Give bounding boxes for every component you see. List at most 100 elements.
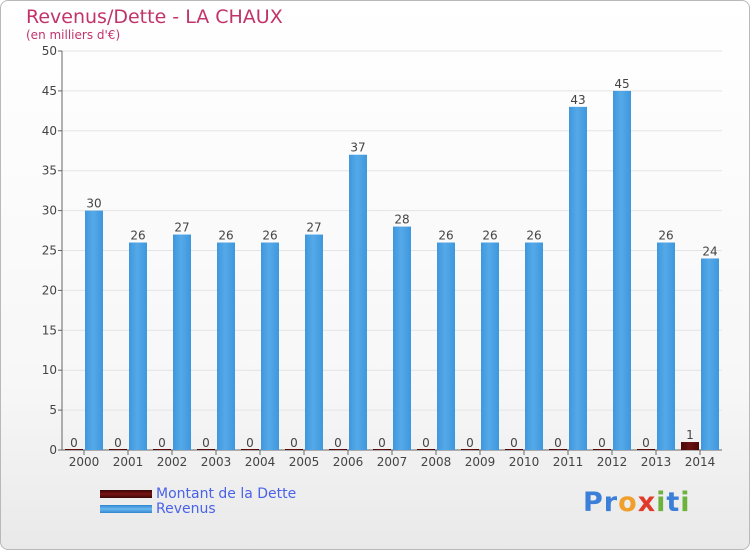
logo-letter: o bbox=[618, 487, 638, 518]
logo-letter: x bbox=[637, 487, 657, 518]
data-label-dette: 0 bbox=[246, 436, 254, 450]
data-label-dette: 1 bbox=[686, 428, 694, 442]
bar-revenus bbox=[217, 242, 235, 450]
x-tick-label: 2012 bbox=[597, 455, 628, 469]
y-tick-label: 40 bbox=[42, 124, 57, 138]
data-label-revenus: 43 bbox=[570, 93, 585, 107]
proxiti-logo: Proxiti bbox=[583, 487, 691, 518]
bars bbox=[65, 90, 719, 451]
x-tick-label: 2008 bbox=[421, 455, 452, 469]
x-tick-label: 2007 bbox=[377, 455, 408, 469]
bar-revenus bbox=[129, 242, 147, 450]
x-tick-label: 2011 bbox=[553, 455, 584, 469]
bar-revenus bbox=[261, 242, 279, 450]
legend-item-revenus: Revenus bbox=[100, 500, 296, 517]
logo-letter: i bbox=[680, 487, 691, 518]
y-tick-label: 45 bbox=[42, 84, 57, 98]
data-label-revenus: 37 bbox=[350, 141, 365, 155]
x-tick-label: 2005 bbox=[289, 455, 320, 469]
legend: Montant de la Dette Revenus bbox=[100, 485, 297, 517]
y-tick-label: 0 bbox=[49, 443, 57, 457]
bar-revenus bbox=[437, 242, 455, 450]
data-label-revenus: 26 bbox=[262, 229, 277, 243]
data-label-revenus: 27 bbox=[306, 221, 321, 235]
data-label-dette: 0 bbox=[642, 436, 650, 450]
data-label-dette: 0 bbox=[598, 436, 606, 450]
bar-dette bbox=[329, 449, 347, 450]
data-label-revenus: 26 bbox=[482, 229, 497, 243]
x-tick-label: 2009 bbox=[465, 455, 496, 469]
bar-revenus bbox=[173, 234, 191, 450]
bar-revenus bbox=[525, 242, 543, 450]
legend-swatch-revenus bbox=[100, 504, 152, 513]
x-tick-label: 2006 bbox=[333, 455, 364, 469]
logo-letter: P bbox=[583, 487, 604, 518]
x-tick-label: 2001 bbox=[113, 455, 144, 469]
x-tick-label: 2003 bbox=[201, 455, 232, 469]
bar-dette bbox=[65, 449, 83, 450]
bar-dette bbox=[549, 449, 567, 450]
legend-swatch-dette bbox=[100, 489, 152, 498]
data-label-dette: 0 bbox=[378, 436, 386, 450]
data-label-dette: 0 bbox=[422, 436, 430, 450]
bar-revenus bbox=[305, 234, 323, 450]
bar-revenus bbox=[85, 210, 103, 450]
y-tick-label: 15 bbox=[42, 323, 57, 337]
data-label-revenus: 30 bbox=[86, 197, 101, 211]
data-label-dette: 0 bbox=[466, 436, 474, 450]
data-label-revenus: 45 bbox=[614, 77, 629, 91]
bar-dette bbox=[593, 449, 611, 450]
bar-revenus bbox=[613, 90, 631, 451]
bar-revenus bbox=[349, 154, 367, 451]
bar-dette bbox=[417, 449, 435, 450]
bar-dette bbox=[461, 449, 479, 450]
labels: 0 30 0 26 0 27 0 26 0 26 0 27 0 37 0 28 0 26 0 26 0 26 0 43 0 45 0… bbox=[70, 77, 717, 450]
data-label-revenus: 24 bbox=[702, 244, 717, 258]
bar-dette bbox=[373, 449, 391, 450]
data-label-dette: 0 bbox=[70, 436, 78, 450]
y-tick-label: 50 bbox=[42, 44, 57, 58]
bar-dette bbox=[197, 449, 215, 450]
data-label-revenus: 26 bbox=[658, 229, 673, 243]
x-tick-label: 2000 bbox=[69, 455, 100, 469]
data-label-revenus: 26 bbox=[218, 229, 233, 243]
data-label-revenus: 27 bbox=[174, 221, 189, 235]
logo-letter: t bbox=[666, 487, 681, 518]
x-tick-label: 2004 bbox=[245, 455, 276, 469]
legend-label-dette: Montant de la Dette bbox=[156, 485, 297, 502]
bar-revenus bbox=[393, 226, 411, 450]
bar-dette bbox=[681, 442, 699, 450]
bar-dette bbox=[241, 449, 259, 450]
y-tick-label: 5 bbox=[49, 403, 57, 417]
bar-dette bbox=[285, 449, 303, 450]
data-label-dette: 0 bbox=[114, 436, 122, 450]
chart-subtitle: (en milliers d'€) bbox=[26, 28, 121, 42]
logo-letter: i bbox=[656, 487, 667, 518]
data-label-dette: 0 bbox=[290, 436, 298, 450]
y-tick-label: 20 bbox=[42, 283, 57, 297]
y-tick-label: 35 bbox=[42, 164, 57, 178]
x-tick-label: 2014 bbox=[685, 455, 716, 469]
bar-dette bbox=[109, 449, 127, 450]
data-label-dette: 0 bbox=[510, 436, 518, 450]
bar-revenus bbox=[701, 258, 719, 450]
y-tick-label: 10 bbox=[42, 363, 57, 377]
legend-label-revenus: Revenus bbox=[156, 500, 216, 517]
chart-title: Revenus/Dette - LA CHAUX bbox=[26, 6, 283, 28]
x-tick-label: 2002 bbox=[157, 455, 188, 469]
bar-dette bbox=[637, 449, 655, 450]
x-tick-label: 2013 bbox=[641, 455, 672, 469]
y-tick-label: 30 bbox=[42, 204, 57, 218]
bar-dette bbox=[153, 449, 171, 450]
x-tick-label: 2010 bbox=[509, 455, 540, 469]
bar-revenus bbox=[569, 106, 587, 451]
data-label-dette: 0 bbox=[202, 436, 210, 450]
legend-item-dette: Montant de la Dette bbox=[100, 485, 297, 502]
data-label-dette: 0 bbox=[554, 436, 562, 450]
logo-letter: r bbox=[603, 487, 619, 518]
bar-dette bbox=[505, 449, 523, 450]
data-label-revenus: 28 bbox=[394, 213, 409, 227]
data-label-revenus: 26 bbox=[130, 229, 145, 243]
